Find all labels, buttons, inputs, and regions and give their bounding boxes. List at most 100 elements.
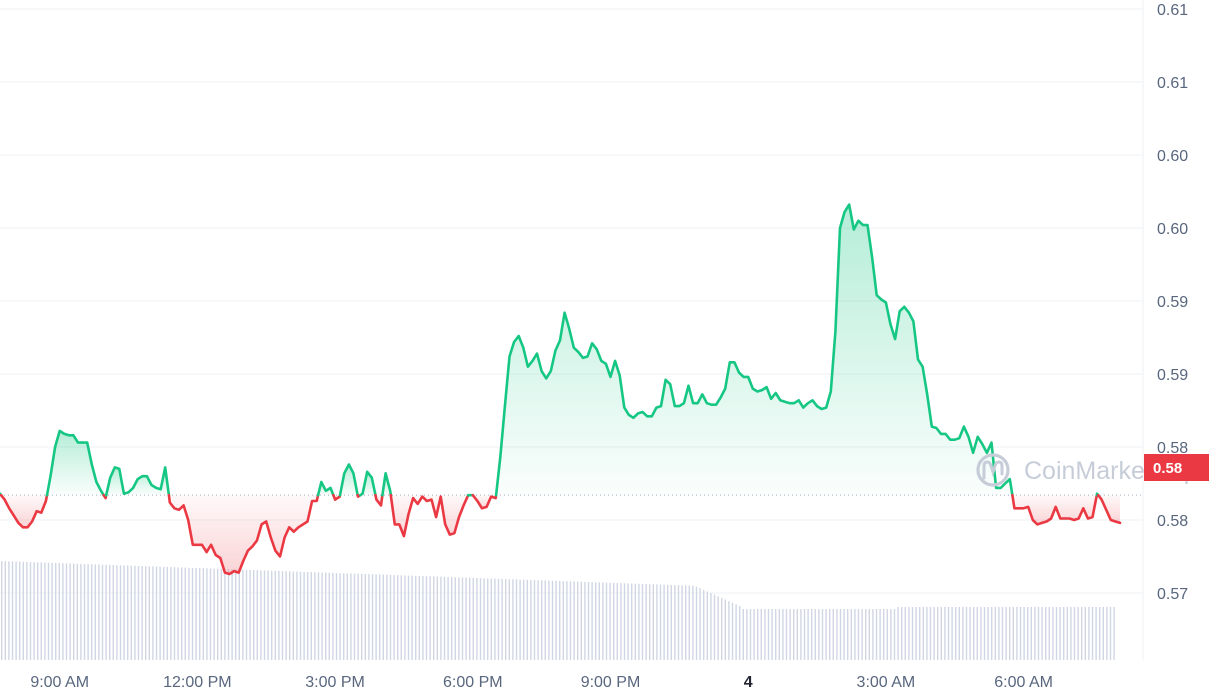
last-price-badge-bg bbox=[1144, 454, 1209, 481]
price-line-down bbox=[1096, 493, 1122, 525]
volume-bar bbox=[440, 576, 442, 660]
volume-bar bbox=[188, 567, 190, 660]
y-tick-label: 0.61 bbox=[1157, 2, 1188, 19]
x-tick-label: 3:00 AM bbox=[857, 674, 916, 691]
volume-bar bbox=[166, 566, 168, 660]
volume-bar bbox=[811, 609, 813, 660]
volume-bar bbox=[350, 573, 352, 660]
volume-bar bbox=[955, 607, 957, 660]
volume-bar bbox=[375, 574, 377, 660]
volume-bar bbox=[497, 578, 500, 660]
volume-bar bbox=[454, 577, 456, 660]
volume-bar bbox=[479, 578, 482, 660]
volume-bar bbox=[857, 609, 860, 660]
volume-bar bbox=[8, 561, 10, 660]
price-line-up bbox=[316, 480, 335, 497]
volume-bar bbox=[663, 584, 665, 660]
volume-bar bbox=[51, 562, 53, 660]
volume-bar bbox=[206, 568, 208, 660]
volume-bar bbox=[436, 576, 438, 660]
volume-bar bbox=[296, 571, 298, 660]
y-tick-label: 0.59 bbox=[1157, 367, 1188, 384]
volume-bar bbox=[69, 563, 71, 660]
volume-bar bbox=[778, 609, 780, 660]
volume-bar bbox=[688, 585, 690, 660]
volume-bar bbox=[422, 576, 424, 660]
volume-bar bbox=[335, 572, 338, 660]
volume-bar bbox=[523, 579, 525, 660]
volume-bar bbox=[526, 579, 528, 660]
volume-bar bbox=[724, 599, 726, 660]
area-fill-down bbox=[168, 495, 319, 574]
volume-bar bbox=[127, 565, 129, 660]
volume-bar bbox=[519, 579, 521, 660]
volume-bar bbox=[130, 565, 132, 660]
volume-bar bbox=[1034, 607, 1036, 660]
volume-bar bbox=[451, 577, 453, 660]
volume-bar bbox=[879, 609, 881, 660]
volume-bar bbox=[569, 581, 572, 660]
volume-bar bbox=[901, 607, 903, 660]
y-tick-label: 0.57 bbox=[1157, 586, 1188, 603]
volume-bar bbox=[267, 570, 269, 660]
volume-bar bbox=[839, 609, 842, 660]
volume-bar bbox=[692, 585, 694, 660]
volume-bar bbox=[742, 609, 744, 660]
volume-bar bbox=[1023, 607, 1025, 660]
volume-bar bbox=[163, 566, 165, 660]
volume-bar bbox=[209, 568, 212, 660]
volume-bar bbox=[620, 583, 622, 660]
volume-bar bbox=[512, 579, 514, 660]
volume-bar bbox=[627, 583, 629, 660]
volume-bar bbox=[87, 564, 89, 660]
volume-bar bbox=[476, 578, 478, 660]
volume-bar bbox=[285, 571, 287, 660]
volume-bar bbox=[1106, 607, 1108, 660]
volume-bar bbox=[242, 569, 244, 660]
volume-bar bbox=[1041, 607, 1043, 660]
last-price-badge: 0.58 bbox=[1144, 454, 1209, 481]
x-tick-label: 3:00 PM bbox=[305, 674, 365, 691]
volume-bar bbox=[1084, 607, 1086, 660]
volume-bar bbox=[695, 586, 698, 660]
volume-bar bbox=[793, 609, 795, 660]
volume-bar bbox=[703, 589, 705, 660]
volume-bars bbox=[1, 561, 1115, 660]
volume-bar bbox=[980, 607, 982, 660]
volume-bar bbox=[544, 580, 546, 660]
volume-bar bbox=[800, 609, 802, 660]
volume-bar bbox=[62, 563, 64, 660]
volume-bar bbox=[1073, 607, 1076, 660]
volume-bar bbox=[91, 564, 93, 660]
volume-bar bbox=[148, 566, 150, 660]
volume-bar bbox=[746, 609, 748, 660]
volume-bar bbox=[490, 578, 492, 660]
volume-bar bbox=[379, 574, 381, 660]
volume-bar bbox=[609, 582, 611, 660]
volume-bar bbox=[328, 572, 330, 660]
volume-bar bbox=[677, 585, 680, 660]
y-axis: 0.61 0.61 0.60 0.60 0.59 0.59 0.58 0.58 0.57 bbox=[1157, 2, 1188, 603]
volume-bar bbox=[573, 581, 575, 660]
volume-bar bbox=[80, 563, 82, 660]
volume-bar bbox=[238, 569, 240, 660]
volume-bar bbox=[605, 582, 608, 660]
volume-bar bbox=[141, 566, 143, 660]
volume-bar bbox=[137, 565, 140, 660]
volume-bar bbox=[897, 607, 899, 660]
volume-bar bbox=[235, 569, 237, 660]
volume-bar bbox=[566, 581, 568, 660]
volume-bar bbox=[353, 573, 356, 660]
price-line-up bbox=[338, 463, 359, 497]
volume-bar bbox=[613, 582, 615, 660]
volume-bar bbox=[973, 607, 975, 660]
volume-bar bbox=[364, 574, 366, 660]
volume-bar bbox=[260, 570, 262, 660]
volume-bar bbox=[458, 577, 460, 660]
volume-bar bbox=[933, 607, 935, 660]
price-line-up bbox=[359, 470, 377, 497]
volume-bar bbox=[850, 609, 852, 660]
volume-bar bbox=[893, 609, 896, 660]
volume-bar bbox=[58, 563, 60, 660]
volume-bar bbox=[55, 562, 57, 660]
